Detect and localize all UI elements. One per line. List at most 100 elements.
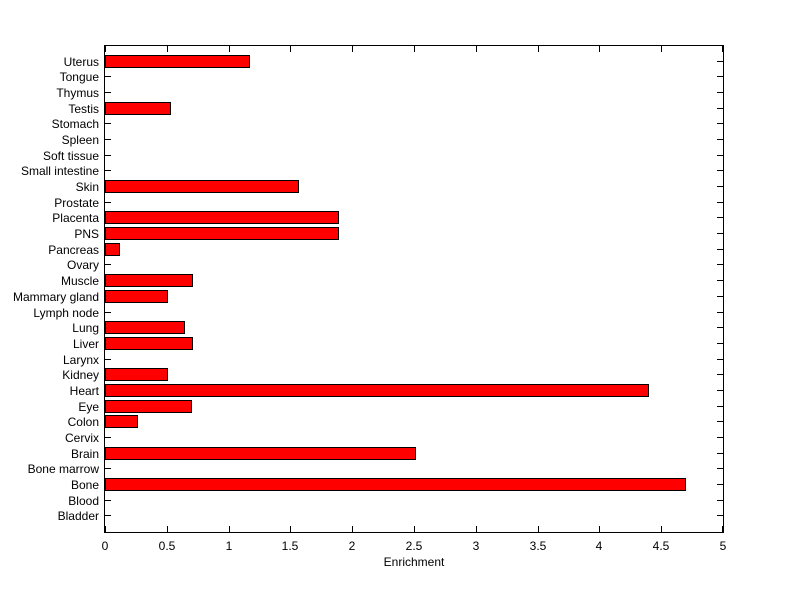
y-tick-label: Tongue (59, 70, 99, 84)
x-tick-top (538, 46, 539, 52)
bar (105, 243, 120, 256)
y-tick-right (717, 264, 723, 265)
x-tick-label: 2 (348, 539, 356, 553)
y-tick-label: Testis (68, 102, 99, 116)
x-tick-label: 4 (595, 539, 603, 553)
x-tick-top (290, 46, 291, 52)
y-tick-right (717, 280, 723, 281)
y-tick-label: Thymus (56, 86, 99, 100)
x-tick-label: 0 (101, 539, 109, 553)
x-tick-label: 4.5 (652, 539, 670, 553)
bar (105, 55, 250, 68)
y-tick-label: Spleen (61, 133, 99, 147)
y-tick-label: Bladder (57, 509, 99, 523)
y-tick-label: Larynx (62, 353, 99, 367)
x-tick-bottom (661, 526, 662, 532)
x-tick-label: 3.5 (529, 539, 547, 553)
x-tick-top (476, 46, 477, 52)
x-tick-top (414, 46, 415, 52)
y-tick-right (717, 202, 723, 203)
x-tick-label: 0.5 (158, 539, 176, 553)
y-tick-label: Prostate (54, 196, 99, 210)
x-tick-top (167, 46, 168, 52)
y-tick-right (717, 92, 723, 93)
y-tick-right (717, 296, 723, 297)
x-tick-bottom (599, 526, 600, 532)
bar (105, 447, 416, 460)
y-tick-left (105, 170, 111, 171)
y-tick-label: PNS (74, 227, 99, 241)
bar (105, 211, 339, 224)
y-tick-right (717, 327, 723, 328)
y-tick-right (717, 233, 723, 234)
y-tick-left (105, 515, 111, 516)
y-tick-left (105, 468, 111, 469)
x-tick-label: 2.5 (405, 539, 423, 553)
y-tick-right (717, 374, 723, 375)
y-tick-left (105, 123, 111, 124)
bar (105, 321, 185, 334)
y-tick-right (717, 437, 723, 438)
bar (105, 180, 299, 193)
y-tick-right (717, 515, 723, 516)
y-tick-left (105, 202, 111, 203)
y-tick-right (717, 61, 723, 62)
y-tick-label: Blood (68, 494, 99, 508)
y-tick-right (717, 76, 723, 77)
x-tick-label: 5 (719, 539, 727, 553)
x-tick-label: 1 (225, 539, 233, 553)
x-tick-top (105, 46, 106, 52)
y-tick-label: Cervix (64, 431, 99, 445)
x-tick-top (352, 46, 353, 52)
y-tick-left (105, 92, 111, 93)
y-tick-label: Uterus (63, 55, 99, 69)
y-tick-label: Brain (70, 447, 99, 461)
y-tick-right (717, 390, 723, 391)
y-tick-left (105, 155, 111, 156)
y-tick-right (717, 468, 723, 469)
x-tick-bottom (476, 526, 477, 532)
y-tick-right (717, 123, 723, 124)
y-tick-label: Skin (75, 180, 99, 194)
bar (105, 478, 686, 491)
y-tick-label: Placenta (52, 211, 99, 225)
x-tick-bottom (167, 526, 168, 532)
y-tick-right (717, 421, 723, 422)
y-tick-right (717, 155, 723, 156)
y-tick-label: Eye (78, 400, 99, 414)
x-tick-bottom (105, 526, 106, 532)
bar (105, 102, 171, 115)
y-tick-right (717, 249, 723, 250)
y-tick-label: Bone marrow (27, 462, 99, 476)
y-tick-left (105, 437, 111, 438)
y-tick-right (717, 108, 723, 109)
x-tick-label: 3 (472, 539, 480, 553)
y-tick-label: Stomach (51, 117, 99, 131)
bar (105, 368, 168, 381)
y-tick-right (717, 453, 723, 454)
y-tick-left (105, 139, 111, 140)
bar (105, 384, 649, 397)
y-tick-right (717, 359, 723, 360)
y-tick-left (105, 500, 111, 501)
y-tick-right (717, 139, 723, 140)
bar (105, 274, 193, 287)
y-tick-right (717, 406, 723, 407)
y-tick-label: Heart (69, 384, 99, 398)
y-tick-left (105, 76, 111, 77)
bar (105, 227, 339, 240)
y-tick-label: Pancreas (48, 243, 99, 257)
y-tick-label: Colon (67, 415, 99, 429)
y-tick-label: Small intestine (20, 164, 99, 178)
y-tick-label: Muscle (60, 274, 99, 288)
bar (105, 290, 168, 303)
y-tick-label: Lung (72, 321, 99, 335)
y-tick-label: Ovary (66, 258, 99, 272)
y-tick-label: Bone (70, 478, 99, 492)
x-tick-top (722, 46, 723, 52)
y-tick-label: Kidney (62, 368, 99, 382)
x-tick-bottom (229, 526, 230, 532)
y-tick-label: Lymph node (33, 306, 99, 320)
y-tick-label: Liver (72, 337, 99, 351)
